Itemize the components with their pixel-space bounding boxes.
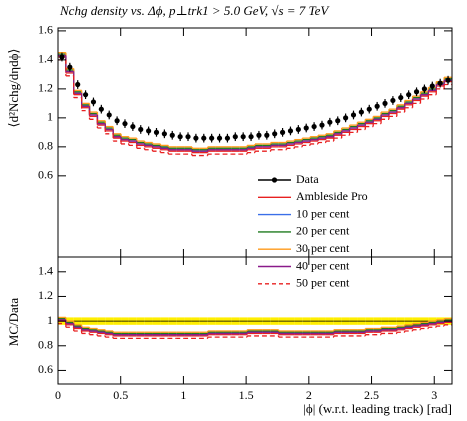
data-point [98,106,104,112]
y-tick-label: 0.8 [38,139,53,153]
data-point [311,123,317,130]
data-point [161,131,167,137]
legend-label: 40 per cent [296,258,350,272]
data-point [374,103,380,109]
plot-frame [57,256,453,385]
legend-label: Data [296,172,319,186]
legend-label: 20 per cent [296,224,350,238]
data-point [240,134,246,140]
x-tick-label: 3 [431,388,437,402]
data-point [390,97,396,104]
legend-label: 10 per cent [296,206,350,220]
data-point [256,132,262,138]
chart-title: Nchg density vs. Δϕ, p⊥trk1 > 5.0 GeV, √… [59,3,330,18]
data-point [295,126,301,133]
data-point [248,134,254,140]
data-point [398,94,404,101]
legend-marker [271,177,278,183]
data-point [350,112,357,118]
data-point [413,89,420,95]
y-axis-label: ⟨d²Nchg/dηdϕ⟩ [6,49,21,128]
y-tick-label: 0.6 [38,362,53,376]
data-point [335,118,341,124]
data-point [366,106,372,112]
data-point [406,92,412,98]
data-point [67,64,73,70]
data-point [343,115,349,121]
x-tick-label: 2.5 [364,388,379,402]
x-tick-label: 0 [55,388,61,402]
y-tick-label: 0.8 [38,338,53,352]
ratio-y-axis-label: MC/Data [6,298,21,347]
y-tick-label: 1.6 [38,23,53,37]
data-point [209,135,215,141]
data-point [82,92,89,98]
x-tick-label: 0.5 [113,388,128,402]
data-point [169,132,175,138]
y-tick-label: 1.2 [38,288,53,302]
data-point [138,126,144,133]
data-point [122,121,128,127]
legend-label: Ambleside Pro [296,189,368,203]
data-point [272,131,278,137]
data-point [216,135,223,141]
data-point [114,118,120,124]
data-point [201,135,207,141]
data-point [319,122,325,128]
y-tick-label: 1 [47,313,53,327]
data-point [75,81,81,88]
data-point [429,83,435,89]
data-point [130,123,136,130]
plot-area [58,51,452,157]
data-point [358,109,364,115]
y-tick-label: 1.4 [38,264,53,278]
data-point [59,54,65,60]
x-tick-label: 2 [306,388,312,402]
x-axis-label: |ϕ| (w.r.t. leading track) [rad] [303,401,452,416]
data-point [106,112,112,118]
data-point [153,129,160,135]
data-point [146,128,152,134]
data-point [185,134,191,140]
data-point [177,134,183,140]
data-point [90,99,97,105]
data-point [327,119,333,125]
y-tick-label: 1.4 [38,52,53,66]
y-tick-label: 1.2 [38,81,53,95]
data-point [232,134,238,140]
data-point [303,125,309,131]
y-tick-label: 1 [47,110,53,124]
data-point [224,135,231,141]
plot-frame [57,27,453,258]
data-point [193,135,199,141]
legend-label: 50 per cent [296,276,350,290]
plot-area [58,316,452,340]
data-point [279,129,286,135]
y-tick-label: 0.6 [38,168,53,182]
data-point [287,128,294,134]
x-tick-label: 1.5 [239,388,254,402]
data-point [264,132,270,138]
data-point [445,77,451,83]
data-point [437,80,443,86]
data-point [382,100,388,106]
data-point [421,86,428,92]
legend-label: 30 per cent [296,241,350,255]
x-tick-label: 1 [180,388,186,402]
